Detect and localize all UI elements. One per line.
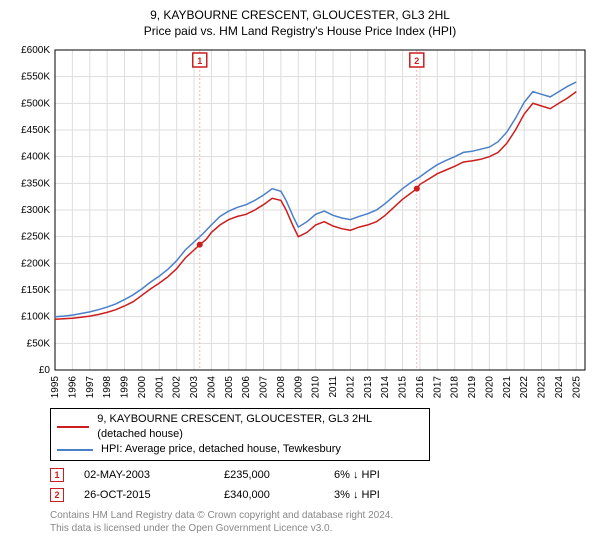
svg-text:2020: 2020 bbox=[484, 376, 495, 399]
svg-text:£450K: £450K bbox=[21, 125, 50, 136]
sales-row: 2 26-OCT-2015 £340,000 3% ↓ HPI bbox=[50, 485, 580, 505]
sale-delta: 6% ↓ HPI bbox=[334, 465, 434, 485]
svg-text:1998: 1998 bbox=[102, 376, 113, 399]
sales-table: 1 02-MAY-2003 £235,000 6% ↓ HPI 2 26-OCT… bbox=[50, 465, 580, 505]
svg-text:2006: 2006 bbox=[241, 376, 252, 399]
svg-text:£500K: £500K bbox=[21, 98, 50, 109]
sale-date: 26-OCT-2015 bbox=[84, 485, 224, 505]
svg-text:2015: 2015 bbox=[398, 376, 409, 399]
svg-text:£50K: £50K bbox=[27, 338, 51, 349]
svg-text:2021: 2021 bbox=[502, 376, 513, 399]
svg-text:2018: 2018 bbox=[450, 376, 461, 399]
svg-text:2005: 2005 bbox=[224, 376, 235, 399]
svg-text:£0: £0 bbox=[39, 365, 51, 376]
svg-text:1995: 1995 bbox=[50, 376, 61, 399]
svg-text:2008: 2008 bbox=[276, 376, 287, 399]
sale-delta: 3% ↓ HPI bbox=[334, 485, 434, 505]
svg-text:2: 2 bbox=[414, 56, 419, 66]
svg-text:2007: 2007 bbox=[259, 376, 270, 399]
footer-line2: This data is licensed under the Open Gov… bbox=[50, 522, 580, 535]
svg-text:1997: 1997 bbox=[85, 376, 96, 399]
footer-line1: Contains HM Land Registry data © Crown c… bbox=[50, 509, 580, 522]
svg-text:£300K: £300K bbox=[21, 205, 50, 216]
chart-subtitle: Price paid vs. HM Land Registry's House … bbox=[10, 24, 590, 38]
svg-text:£100K: £100K bbox=[21, 312, 50, 323]
svg-text:2011: 2011 bbox=[328, 376, 339, 398]
chart-container: 9, KAYBOURNE CRESCENT, GLOUCESTER, GL3 2… bbox=[0, 0, 600, 541]
sale-price: £340,000 bbox=[224, 485, 334, 505]
svg-text:£400K: £400K bbox=[21, 152, 50, 163]
svg-text:2010: 2010 bbox=[311, 376, 322, 399]
legend-item-hpi: HPI: Average price, detached house, Tewk… bbox=[57, 442, 423, 457]
svg-text:2012: 2012 bbox=[345, 376, 356, 399]
svg-text:2000: 2000 bbox=[137, 376, 148, 399]
legend-swatch-hpi bbox=[57, 449, 93, 451]
chart-title: 9, KAYBOURNE CRESCENT, GLOUCESTER, GL3 2… bbox=[10, 8, 590, 22]
svg-text:2009: 2009 bbox=[293, 376, 304, 399]
svg-text:2001: 2001 bbox=[154, 376, 165, 399]
svg-text:2017: 2017 bbox=[432, 376, 443, 399]
svg-text:2002: 2002 bbox=[172, 376, 183, 399]
legend-label-hpi: HPI: Average price, detached house, Tewk… bbox=[101, 442, 341, 457]
chart-plot: £0 £50K £100K £150K £200K £250K £300K £350K £400… bbox=[10, 42, 590, 402]
svg-text:2014: 2014 bbox=[380, 376, 391, 399]
sale-date: 02-MAY-2003 bbox=[84, 465, 224, 485]
svg-text:2013: 2013 bbox=[363, 376, 374, 399]
legend-label-property: 9, KAYBOURNE CRESCENT, GLOUCESTER, GL3 2… bbox=[97, 412, 423, 442]
chart-svg: £0 £50K £100K £150K £200K £250K £300K £350K £400… bbox=[10, 42, 590, 402]
svg-text:2004: 2004 bbox=[206, 376, 217, 399]
svg-text:£350K: £350K bbox=[21, 178, 50, 189]
sale-price: £235,000 bbox=[224, 465, 334, 485]
svg-text:2022: 2022 bbox=[519, 376, 530, 399]
legend-swatch-property bbox=[57, 426, 89, 428]
legend-item-property: 9, KAYBOURNE CRESCENT, GLOUCESTER, GL3 2… bbox=[57, 412, 423, 442]
attribution-footer: Contains HM Land Registry data © Crown c… bbox=[50, 509, 580, 535]
svg-text:£250K: £250K bbox=[21, 232, 50, 243]
sale-marker-icon: 2 bbox=[50, 488, 64, 502]
svg-text:1: 1 bbox=[197, 56, 202, 66]
svg-text:2025: 2025 bbox=[571, 376, 582, 399]
svg-text:£200K: £200K bbox=[21, 258, 50, 269]
svg-text:1996: 1996 bbox=[67, 376, 78, 399]
legend: 9, KAYBOURNE CRESCENT, GLOUCESTER, GL3 2… bbox=[50, 408, 430, 461]
sales-row: 1 02-MAY-2003 £235,000 6% ↓ HPI bbox=[50, 465, 580, 485]
svg-text:1999: 1999 bbox=[120, 376, 131, 399]
svg-text:£600K: £600K bbox=[21, 45, 50, 56]
sale-marker-icon: 1 bbox=[50, 468, 64, 482]
svg-text:£550K: £550K bbox=[21, 72, 50, 83]
svg-text:£150K: £150K bbox=[21, 285, 50, 296]
svg-text:2016: 2016 bbox=[415, 376, 426, 399]
svg-text:2024: 2024 bbox=[554, 376, 565, 399]
svg-text:2003: 2003 bbox=[189, 376, 200, 399]
svg-text:2019: 2019 bbox=[467, 376, 478, 399]
svg-text:2023: 2023 bbox=[537, 376, 548, 399]
